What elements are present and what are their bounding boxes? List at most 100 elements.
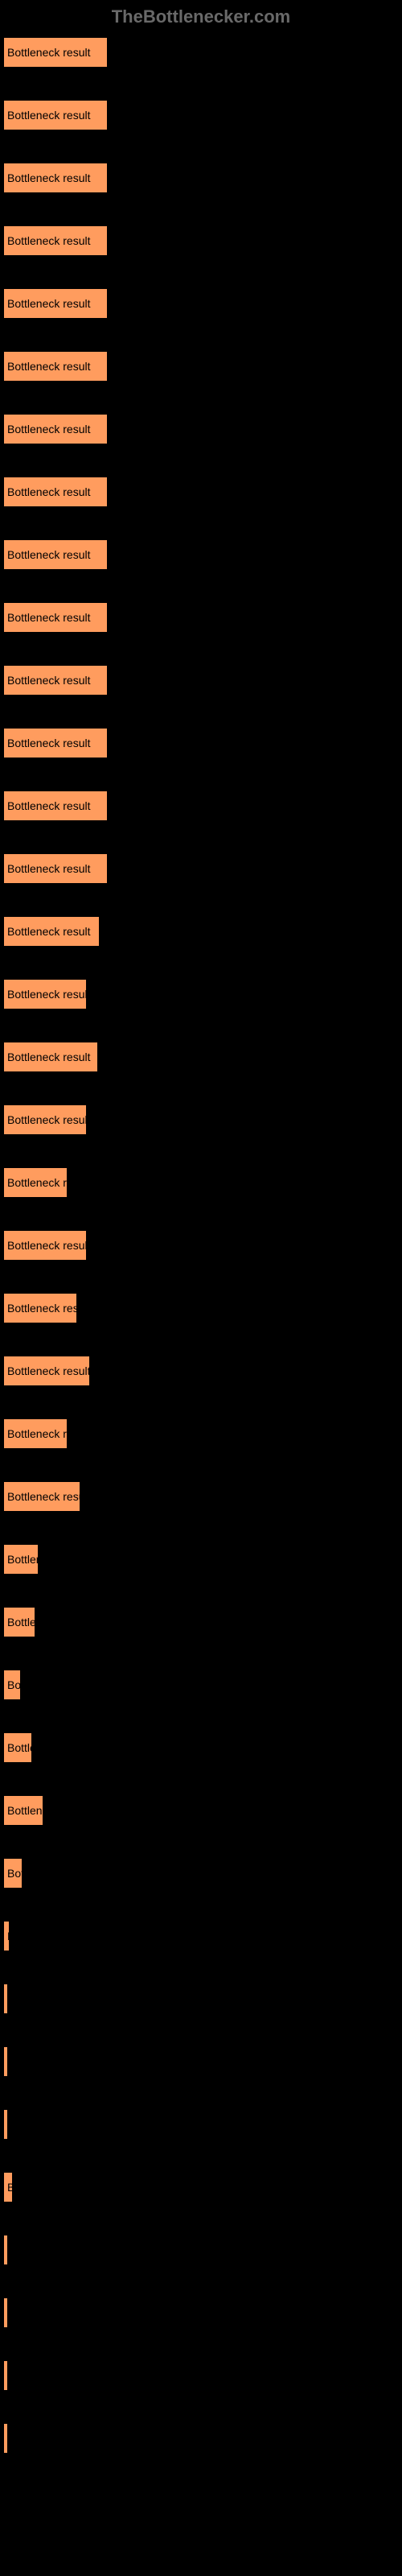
bar-label: Bottleneck result: [7, 674, 91, 687]
bar-row: Bottleneck result: [3, 225, 399, 256]
bar-label: Bottleneck result: [7, 1616, 35, 1629]
bar: Bottleneck result: [3, 1544, 39, 1575]
bar-label: Bottleneck result: [7, 737, 91, 749]
bar-row: Bottleneck result: [3, 791, 399, 821]
bar-row: Bottleneck result: [3, 665, 399, 696]
bar: Bottleneck result: [3, 414, 108, 444]
bar-label: Bottleneck result: [7, 925, 91, 938]
bar: Bottleneck result: [3, 1481, 80, 1512]
bar-label: Bottleneck result: [7, 862, 91, 875]
bar-label: Bottleneck result: [7, 2244, 8, 2256]
bar-row: Bottleneck result: [3, 414, 399, 444]
bar: Bottleneck result: [3, 351, 108, 382]
bar: Bottleneck result: [3, 100, 108, 130]
bar-row: Bottleneck result: [3, 979, 399, 1009]
bar: Bottleneck result: [3, 225, 108, 256]
bar-label: Bottleneck result: [7, 1239, 87, 1252]
bar-label: Bottleneck result: [7, 1553, 39, 1566]
bar-row: Bottleneck result: [3, 2109, 399, 2140]
bar: Bottleneck result: [3, 1795, 43, 1826]
bar-row: Bottleneck result: [3, 539, 399, 570]
bar-row: Bottleneck result: [3, 2235, 399, 2265]
bar-row: Bottleneck result: [3, 1670, 399, 1700]
bar-label: Bottleneck result: [7, 988, 87, 1001]
bar-row: Bottleneck result: [3, 1732, 399, 1763]
bottleneck-bar-chart: Bottleneck result Bottleneck result Bottle…: [0, 37, 402, 2454]
bar-row: Bottleneck result: [3, 100, 399, 130]
bar: Bottleneck result: [3, 2360, 8, 2391]
bar-label: Bottleneck result: [7, 1364, 90, 1377]
bar-label: Bottleneck result: [7, 1804, 43, 1817]
site-title: TheBottlenecker.com: [112, 6, 291, 27]
bar: Bottleneck result: [3, 916, 100, 947]
bar-label: Bottleneck result: [7, 2118, 8, 2131]
bar: Bottleneck result: [3, 477, 108, 507]
bar: Bottleneck result: [3, 1418, 68, 1449]
bar-row: Bottleneck result: [3, 1418, 399, 1449]
bar-row: Bottleneck result: [3, 1984, 399, 2014]
bar-label: Bottleneck result: [7, 611, 91, 624]
bar-label: Bottleneck result: [7, 548, 91, 561]
bar-label: Bottleneck result: [7, 109, 91, 122]
bar-row: Bottleneck result: [3, 1167, 399, 1198]
bar-label: Bottleneck result: [7, 1051, 91, 1063]
bar: Bottleneck result: [3, 1104, 87, 1135]
bar-row: Bottleneck result: [3, 853, 399, 884]
bar-label: Bottleneck result: [7, 2306, 8, 2319]
bar: Bottleneck result: [3, 2046, 8, 2077]
bar-row: Bottleneck result: [3, 1481, 399, 1512]
bar: Bottleneck result: [3, 2109, 8, 2140]
bar: Bottleneck result: [3, 2423, 8, 2454]
bar-row: Bottleneck result: [3, 37, 399, 68]
bar: Bottleneck result: [3, 602, 108, 633]
bar-row: Bottleneck result: [3, 1921, 399, 1951]
bar: Bottleneck result: [3, 1356, 90, 1386]
bar-row: Bottleneck result: [3, 2297, 399, 2328]
bar-row: Bottleneck result: [3, 728, 399, 758]
bar-row: Bottleneck result: [3, 1544, 399, 1575]
bar: Bottleneck result: [3, 728, 108, 758]
bar: Bottleneck result: [3, 1670, 21, 1700]
bar: Bottleneck result: [3, 1607, 35, 1637]
bar-row: Bottleneck result: [3, 602, 399, 633]
bar: Bottleneck result: [3, 1732, 32, 1763]
bar-label: Bottleneck result: [7, 1678, 21, 1691]
bar-label: Bottleneck result: [7, 360, 91, 373]
bar: Bottleneck result: [3, 791, 108, 821]
bar-label: Bottleneck result: [7, 2369, 8, 2382]
bar-row: Bottleneck result: [3, 1858, 399, 1889]
bar: Bottleneck result: [3, 1921, 10, 1951]
bar-row: Bottleneck result: [3, 2046, 399, 2077]
bar-label: Bottleneck result: [7, 2055, 8, 2068]
bar-label: Bottleneck result: [7, 1176, 68, 1189]
bar: Bottleneck result: [3, 1167, 68, 1198]
bar-label: Bottleneck result: [7, 485, 91, 498]
bar: Bottleneck result: [3, 1858, 23, 1889]
bar-label: Bottleneck result: [7, 1490, 80, 1503]
bar-label: Bottleneck result: [7, 1427, 68, 1440]
bar: Bottleneck result: [3, 2172, 13, 2202]
bar: Bottleneck result: [3, 2235, 8, 2265]
bar: Bottleneck result: [3, 37, 108, 68]
bar-row: Bottleneck result: [3, 1230, 399, 1261]
bar-label: Bottleneck result: [7, 1930, 10, 1942]
bar: Bottleneck result: [3, 2297, 8, 2328]
bar-label: Bottleneck result: [7, 1992, 8, 2005]
bar-row: Bottleneck result: [3, 1795, 399, 1826]
bar: Bottleneck result: [3, 665, 108, 696]
bar-label: Bottleneck result: [7, 2181, 13, 2194]
bar-label: Bottleneck result: [7, 46, 91, 59]
bar-row: Bottleneck result: [3, 2423, 399, 2454]
bar: Bottleneck result: [3, 1042, 98, 1072]
bar-row: Bottleneck result: [3, 288, 399, 319]
bar-row: Bottleneck result: [3, 351, 399, 382]
bar-row: Bottleneck result: [3, 2172, 399, 2202]
bar-row: Bottleneck result: [3, 1356, 399, 1386]
bar: Bottleneck result: [3, 1293, 77, 1323]
bar-label: Bottleneck result: [7, 171, 91, 184]
bar: Bottleneck result: [3, 979, 87, 1009]
bar-row: Bottleneck result: [3, 1607, 399, 1637]
bar-label: Bottleneck result: [7, 297, 91, 310]
bar-row: Bottleneck result: [3, 163, 399, 193]
bar-label: Bottleneck result: [7, 1113, 87, 1126]
